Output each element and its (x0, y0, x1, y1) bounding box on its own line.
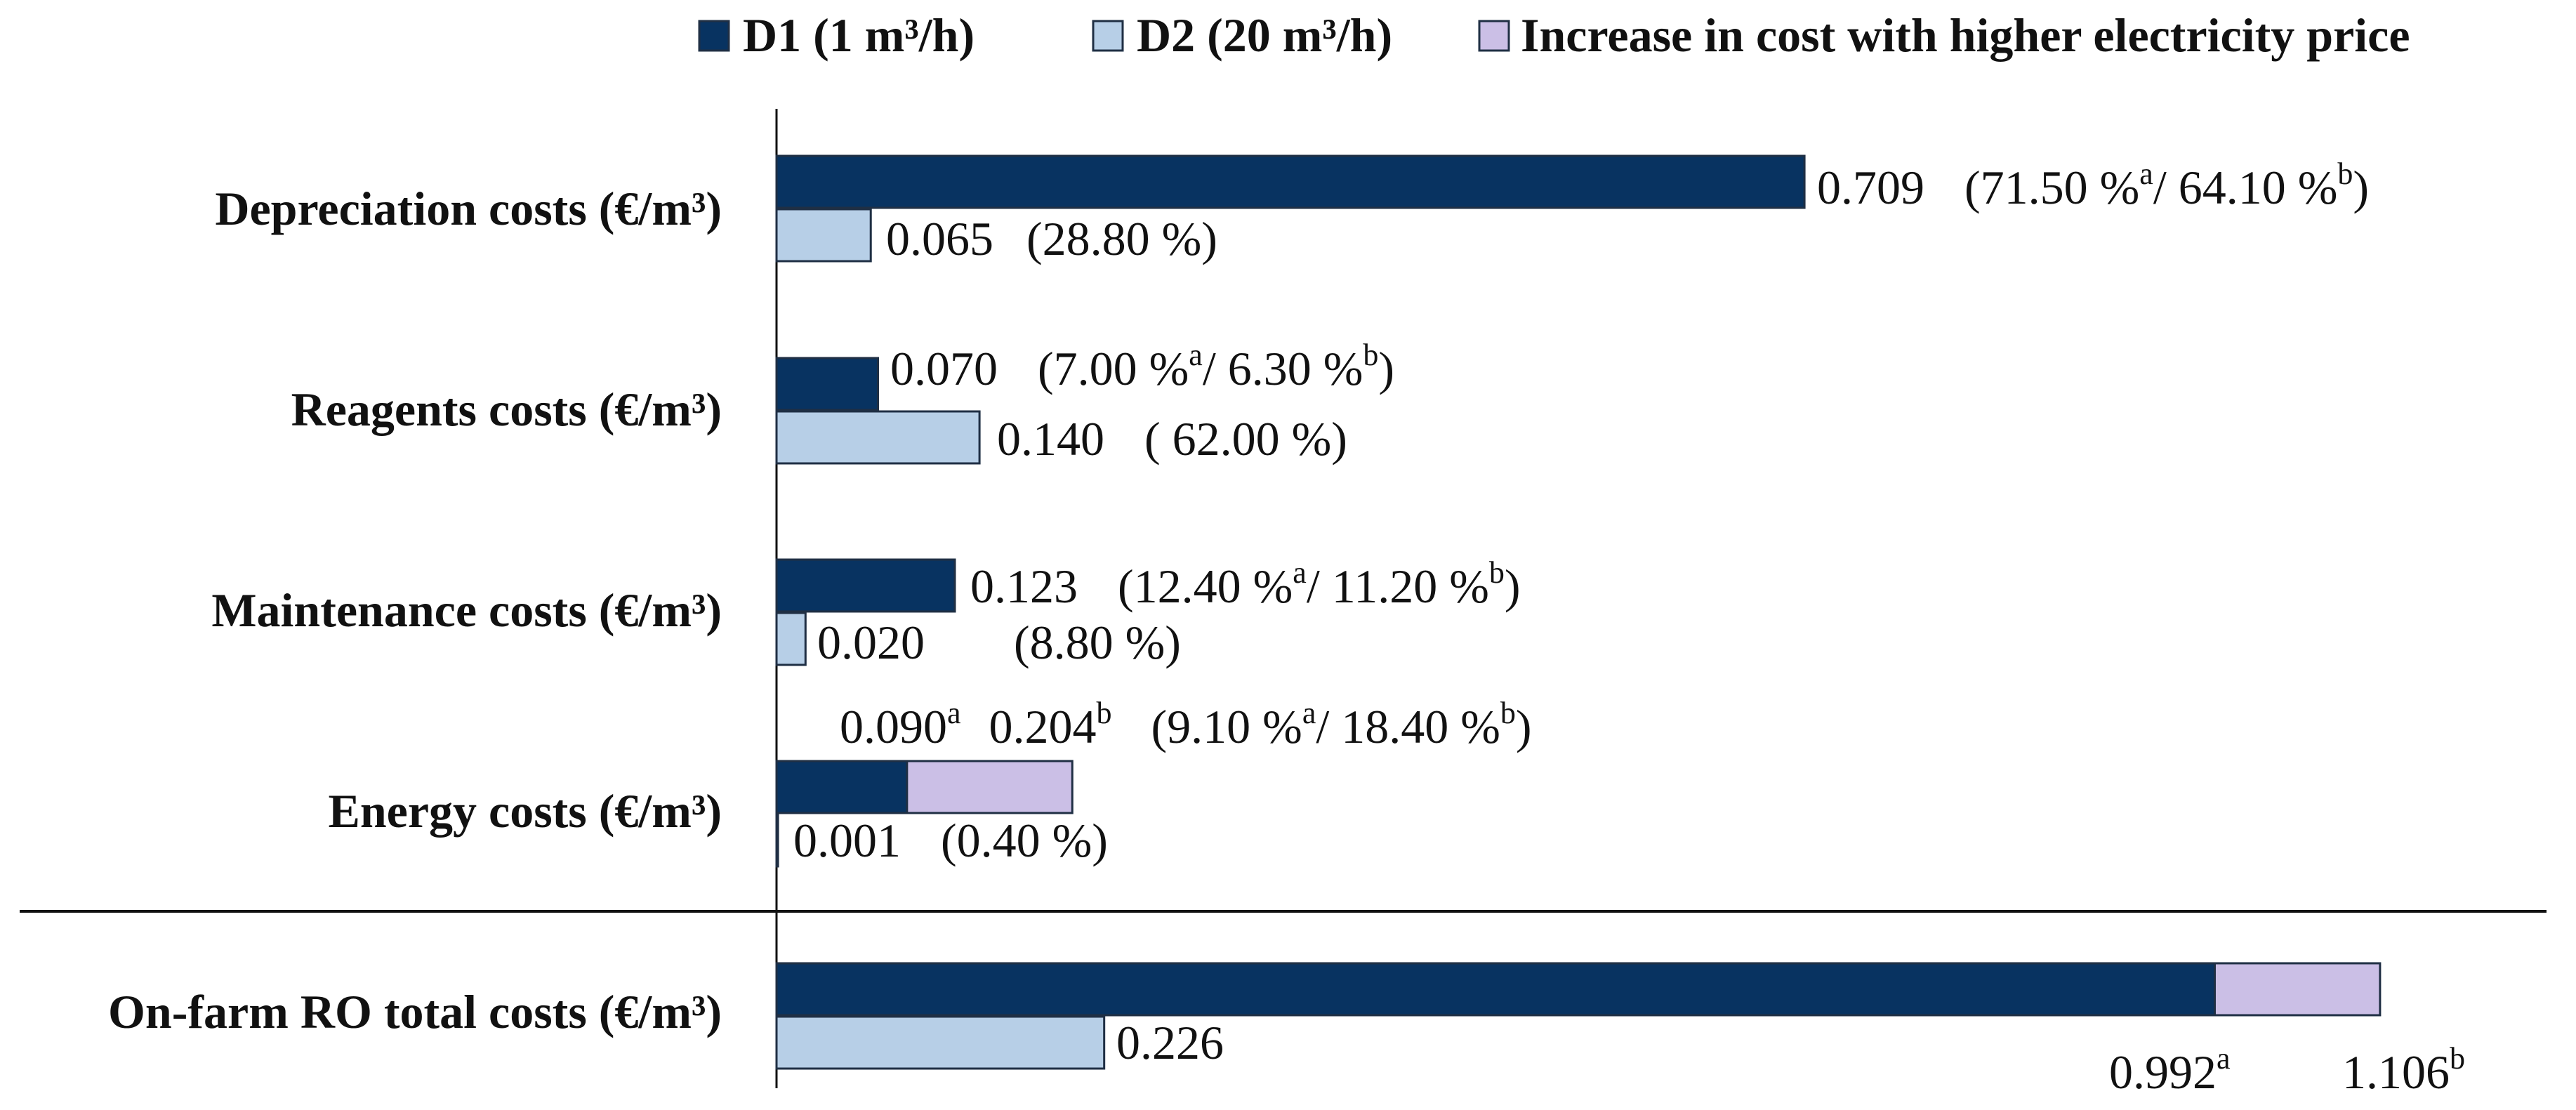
legend-swatch-d1 (698, 20, 730, 52)
category-label-energy: Energy costs (€/m³) (328, 784, 722, 838)
legend-swatch-increase (1478, 20, 1510, 52)
data-labels: 0.709 (71.50 %a/ 64.10 %b) 0.065 (28.80 … (793, 157, 2465, 1099)
data-label-d1-total-a: 0.992a (2109, 1041, 2231, 1099)
legend-label-d1: D1 (1 m³/h) (743, 8, 975, 62)
bar-increase-energy (906, 760, 1074, 814)
bar-d2-maintenance (775, 612, 807, 666)
category-label-depreciation: Depreciation costs (€/m³) (215, 182, 722, 235)
bar-increase-total (2213, 962, 2382, 1017)
bar-d2-total (775, 1015, 1106, 1070)
category-label-reagents: Reagents costs (€/m³) (291, 383, 722, 436)
category-label-total: On-farm RO total costs (€/m³) (108, 985, 722, 1038)
data-label-d2-total: 0.226 (1116, 1016, 1224, 1069)
data-label-d1-reagents: 0.070 (7.00 %a/ 6.30 %b) (890, 338, 1394, 395)
bar-d1-energy (775, 760, 909, 814)
bar-d1-depreciation (775, 154, 1806, 209)
data-label-d1-total-b: 1.106b (2342, 1041, 2465, 1099)
category-labels: Depreciation costs (€/m³) Reagents costs… (108, 182, 722, 1038)
bar-d2-energy (775, 813, 779, 868)
legend-swatch-d2 (1092, 20, 1124, 52)
data-label-d1-maintenance: 0.123 (12.40 %a/ 11.20 %b) (970, 555, 1521, 613)
bar-d1-reagents (775, 357, 880, 411)
bars (775, 154, 2382, 1070)
legend-label-d2: D2 (20 m³/h) (1137, 8, 1392, 62)
bar-d1-total (775, 962, 2216, 1017)
bar-d2-reagents (775, 410, 981, 465)
data-label-d2-reagents: 0.140 ( 62.00 %) (997, 412, 1347, 465)
bar-d1-maintenance (775, 558, 956, 613)
data-label-d2-depreciation: 0.065 (28.80 %) (886, 212, 1217, 265)
legend-label-increase: Increase in cost with higher electricity… (1521, 8, 2410, 62)
data-label-d1-depreciation: 0.709 (71.50 %a/ 64.10 %b) (1817, 157, 2369, 214)
data-label-d2-maintenance: 0.020 (8.80 %) (817, 616, 1181, 669)
data-label-d2-energy: 0.001 (0.40 %) (793, 814, 1108, 867)
bar-d2-depreciation (775, 208, 872, 263)
category-label-maintenance: Maintenance costs (€/m³) (211, 583, 722, 637)
data-label-d1-energy: 0.090a 0.204b (9.10 %a/ 18.40 %b) (840, 696, 1532, 753)
legend: D1 (1 m³/h) D2 (20 m³/h) Increase in cos… (698, 8, 2410, 62)
